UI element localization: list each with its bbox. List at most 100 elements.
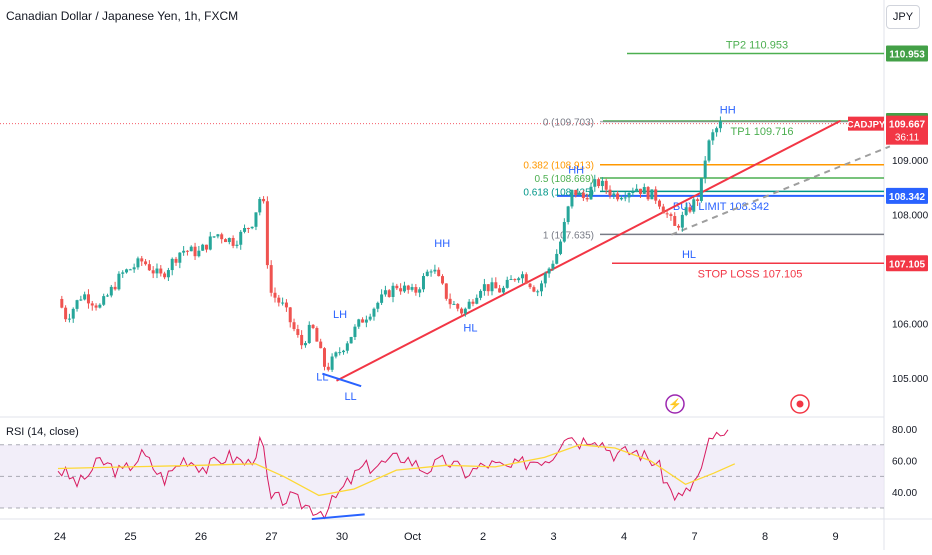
time-tick-label: 24: [54, 531, 66, 543]
candle-body: [189, 246, 193, 252]
candle-body: [292, 322, 296, 330]
candle-body: [208, 236, 212, 250]
structure-label: LL: [316, 372, 328, 384]
axis-badge-tp2: [886, 45, 928, 62]
candle-body: [227, 237, 231, 243]
candle-body: [60, 298, 64, 308]
time-tick-label: 27: [265, 531, 277, 543]
candle-body: [395, 285, 399, 289]
candle-body: [151, 270, 155, 274]
candle-body: [425, 271, 429, 277]
candle-body: [696, 199, 700, 201]
candle-body: [372, 308, 376, 317]
candle-body: [204, 244, 208, 250]
candle-body: [288, 307, 292, 323]
candle-body: [703, 160, 707, 178]
candle-body: [448, 298, 452, 305]
candle-body: [281, 302, 285, 304]
candle-body: [224, 239, 228, 243]
candle-body: [642, 187, 646, 194]
candle-body: [456, 303, 460, 309]
candle-body: [163, 273, 167, 278]
axis-badge-label-stop-loss: 107.105: [889, 259, 926, 270]
rsi-ma-line: [57, 444, 736, 497]
structure-divergence-line: [322, 372, 362, 388]
structure-label: HH: [720, 105, 736, 117]
candle-body: [524, 274, 528, 284]
candle-body: [463, 308, 467, 314]
structure-label: HL: [682, 249, 696, 261]
chart-title: Canadian Dollar / Japanese Yen, 1h, FXCM: [6, 9, 239, 23]
price-tick-label: 105.000: [892, 374, 929, 385]
time-tick-label: 25: [124, 531, 136, 543]
candle-body: [513, 279, 517, 281]
candle-body: [94, 305, 98, 308]
candle-body: [498, 288, 502, 293]
candle-body: [136, 258, 140, 268]
candle-body: [418, 289, 422, 293]
candle-body: [539, 283, 543, 292]
price-axis: 110.953109.716108.342107.105109.000108.0…: [847, 45, 929, 499]
rsi-tick-label: 40.00: [892, 488, 917, 499]
lightning-event-icon[interactable]: [665, 394, 685, 414]
candle-body: [273, 292, 277, 298]
candle-body: [490, 282, 494, 292]
candle-body: [102, 296, 106, 305]
candle-body: [574, 189, 578, 195]
candle-body: [532, 287, 536, 292]
candle-body: [414, 287, 418, 293]
structure-label: LL: [344, 391, 356, 403]
axis-badge-buy-limit: [886, 187, 928, 204]
symbol-badge-label: CADJPY: [847, 120, 886, 131]
candle-body: [258, 198, 262, 213]
price-tick-label: 106.000: [892, 320, 929, 331]
candles: [60, 116, 722, 372]
candle-body: [711, 132, 715, 141]
current-price-label: 109.667: [889, 120, 926, 131]
candle-body: [342, 350, 346, 353]
rsi-line: [57, 429, 729, 520]
structure-label: HH: [434, 238, 450, 250]
candle-body: [197, 250, 201, 257]
candle-body: [638, 188, 642, 194]
candle-body: [98, 304, 102, 308]
candle-body: [349, 336, 353, 344]
candle-body: [650, 189, 654, 200]
candle-body: [501, 287, 505, 293]
candle-body: [387, 290, 391, 297]
candle-body: [555, 253, 559, 264]
candle-body: [185, 250, 189, 252]
candle-body: [239, 231, 243, 245]
candle-body: [520, 274, 524, 279]
price-tick-label: 109.000: [892, 156, 929, 167]
fib-label: 0 (109.703): [543, 118, 594, 129]
candle-body: [665, 213, 669, 215]
candle-body: [125, 269, 129, 273]
lightning-glyph-icon: ⚡: [668, 398, 682, 411]
candle-body: [677, 225, 681, 228]
candle-body: [718, 121, 722, 129]
candle-body: [83, 294, 87, 300]
candle-body: [600, 180, 604, 187]
candle-body: [646, 187, 650, 200]
candle-body: [380, 294, 384, 303]
time-tick-label: 4: [621, 531, 627, 543]
flag-dot-icon: [796, 400, 804, 408]
candle-body: [147, 264, 151, 271]
candle-body: [303, 343, 307, 346]
candle-body: [433, 269, 437, 272]
candle-body: [132, 267, 136, 270]
candle-body: [250, 226, 254, 229]
fibonacci-retracement: 0 (109.703) 0.382 (108.913) 0.5 (108.669) 0…: [523, 118, 884, 241]
candle-body: [494, 282, 498, 289]
level-label-stop-loss: STOP LOSS 107.105: [698, 268, 803, 280]
structure-label: HH: [568, 165, 584, 177]
time-tick-label: Oct: [404, 531, 421, 543]
candle-body: [623, 197, 627, 199]
currency-button[interactable]: JPY: [886, 5, 920, 29]
candle-body: [673, 216, 677, 226]
